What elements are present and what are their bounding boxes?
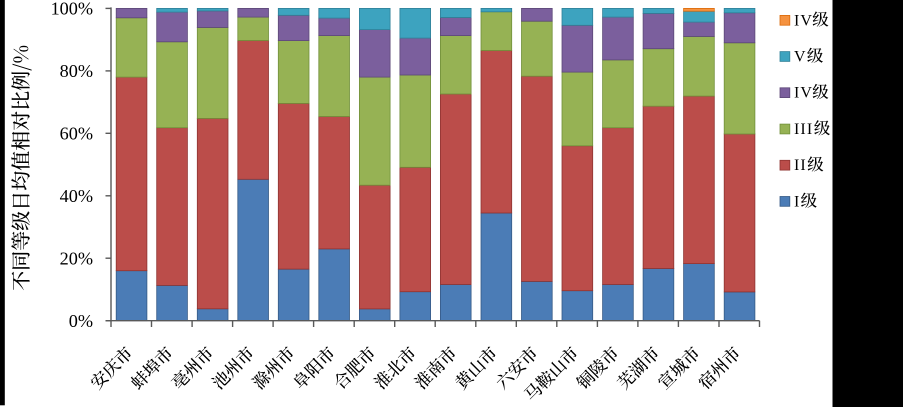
svg-text:III: III <box>794 121 813 138</box>
svg-text:II: II <box>794 157 807 174</box>
svg-text:100%: 100% <box>51 0 93 19</box>
svg-text:V: V <box>794 49 807 66</box>
svg-text:IV: IV <box>794 85 813 102</box>
svg-text:60%: 60% <box>60 123 93 143</box>
svg-text:20%: 20% <box>60 248 93 268</box>
svg-text:IV: IV <box>794 12 813 29</box>
svg-text:I: I <box>794 193 800 210</box>
svg-text:80%: 80% <box>60 61 93 81</box>
svg-text:40%: 40% <box>60 186 93 206</box>
svg-text:0%: 0% <box>69 311 93 331</box>
